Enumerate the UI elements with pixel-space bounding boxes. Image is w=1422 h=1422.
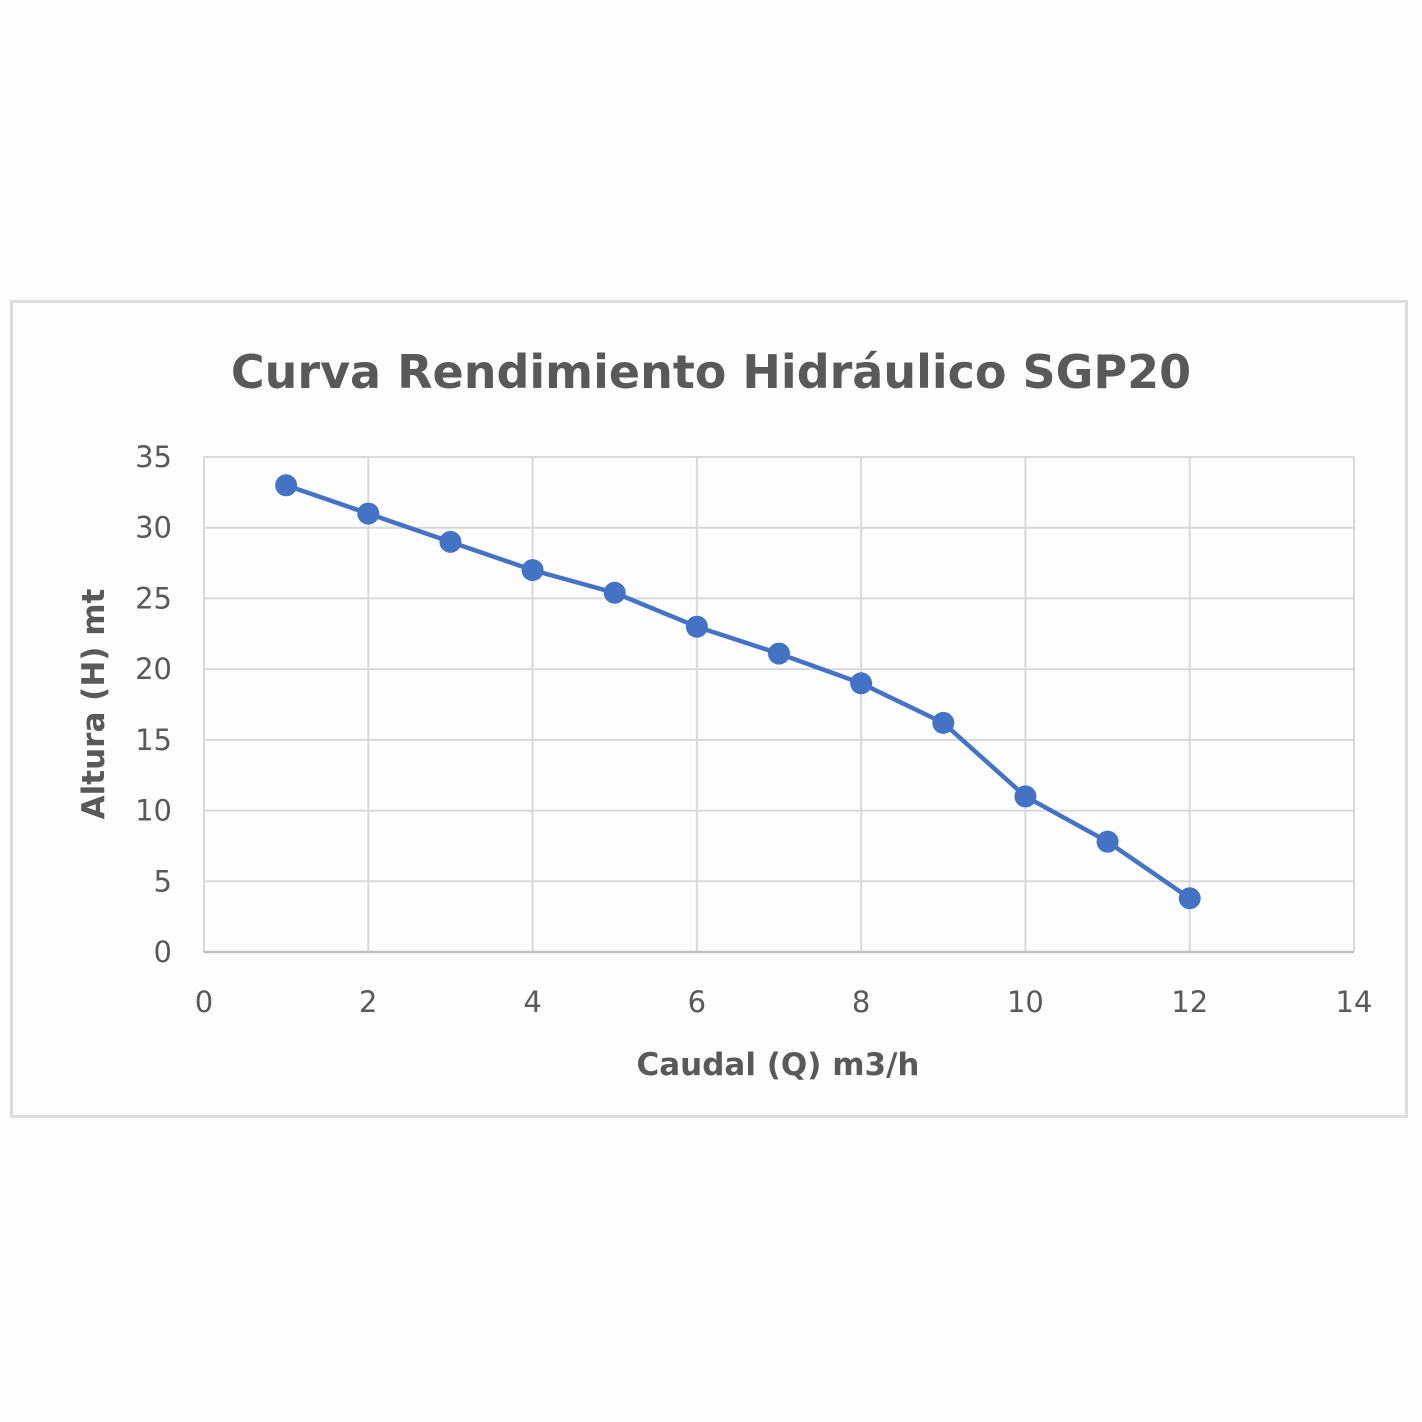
- data-point-6: [768, 642, 790, 665]
- data-point-3: [521, 559, 544, 582]
- data-point-9: [1014, 785, 1037, 808]
- chart-title: Curva Rendimiento Hidráulico SGP20: [231, 345, 1191, 399]
- data-point-7: [850, 672, 873, 695]
- chart-area: [10, 300, 1408, 1118]
- y-tick-label-0: 0: [154, 935, 172, 969]
- y-tick-label-4: 20: [135, 652, 172, 686]
- x-tick-label-6: 12: [1171, 985, 1208, 1019]
- data-point-10: [1096, 830, 1119, 853]
- gridlines: [203, 456, 1355, 952]
- tick-labels: 0 5 10 15 20 25 30 35 0 2 4 6 8 10 12 14: [135, 440, 1372, 1019]
- series-line-0: [285, 483, 1191, 901]
- y-tick-label-3: 15: [135, 723, 172, 757]
- y-tick-label-6: 30: [135, 511, 172, 545]
- x-tick-label-0: 0: [195, 985, 213, 1019]
- data-point-8: [932, 711, 955, 734]
- y-tick-label-5: 25: [135, 581, 172, 615]
- y-axis-title: Altura (H) mt: [76, 588, 112, 819]
- y-tick-label-7: 35: [135, 440, 172, 474]
- x-tick-label-3: 6: [688, 985, 706, 1019]
- y-tick-label-1: 5: [154, 864, 172, 898]
- x-tick-label-4: 8: [852, 985, 870, 1019]
- data-point-11: [1178, 887, 1201, 910]
- y-tick-label-2: 10: [135, 794, 172, 828]
- data-point-1: [357, 502, 380, 525]
- data-point-0: [275, 474, 298, 497]
- x-axis-title: Caudal (Q) m3/h: [636, 1047, 919, 1083]
- x-tick-label-2: 4: [523, 985, 541, 1019]
- x-tick-label-5: 10: [1007, 985, 1044, 1019]
- data-point-4: [603, 581, 626, 604]
- data-point-5: [685, 615, 708, 638]
- x-tick-label-7: 14: [1336, 985, 1373, 1019]
- data-point-2: [439, 530, 462, 553]
- series-layer: [275, 474, 1201, 910]
- x-tick-label-1: 2: [359, 985, 377, 1019]
